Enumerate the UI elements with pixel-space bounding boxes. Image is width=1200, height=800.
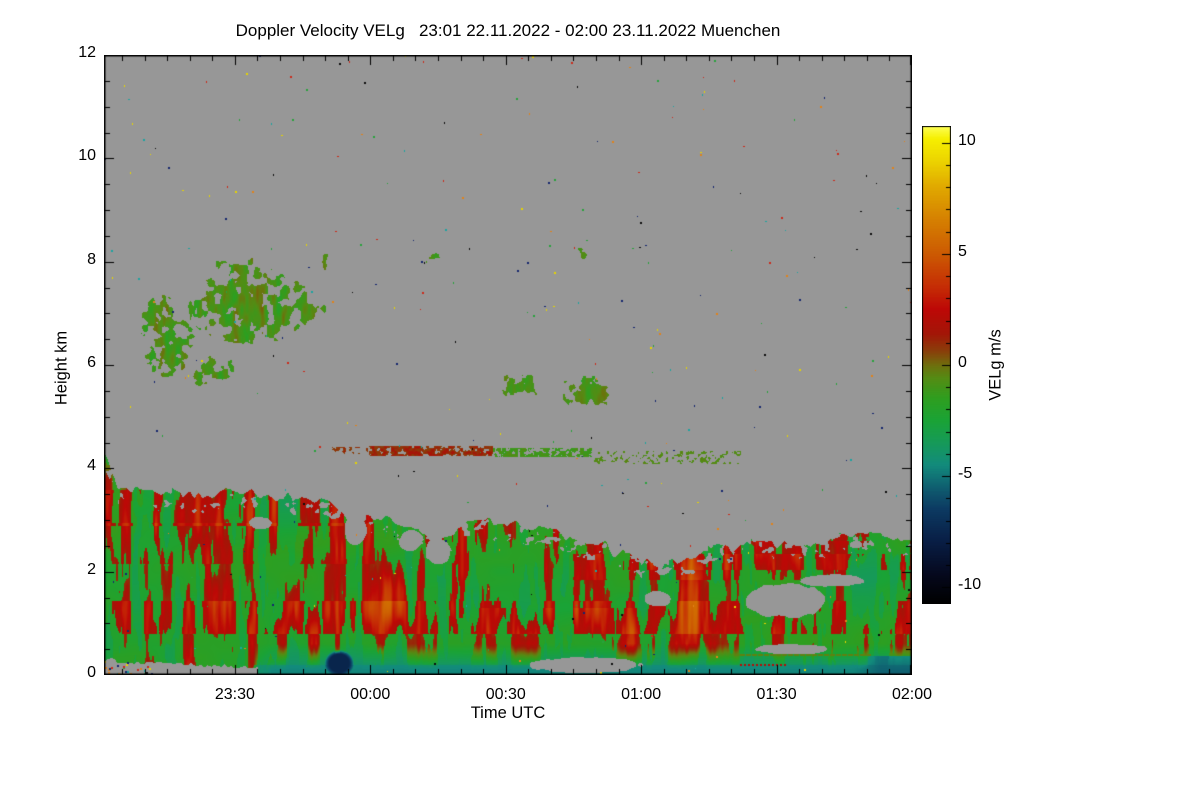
- colorbar-canvas: [922, 126, 951, 604]
- y-tick-label: 2: [87, 560, 96, 578]
- x-tick-label: 00:00: [350, 686, 391, 703]
- x-tick-label: 01:00: [621, 686, 662, 703]
- colorbar-tick-label: -10: [958, 576, 982, 594]
- colorbar-tick-label: 5: [958, 242, 967, 260]
- plot-title: Doppler Velocity VELg 23:01 22.11.2022 -…: [235, 21, 781, 40]
- y-tick-label: 8: [87, 250, 96, 268]
- y-tick-label: 0: [87, 664, 96, 681]
- y-tick-label: 4: [87, 457, 96, 475]
- colorbar-tick-label: 10: [958, 131, 976, 149]
- colorbar-tick-label: 0: [958, 354, 967, 371]
- x-tick-label: 02:00: [891, 686, 933, 703]
- x-axis-label: Time UTC: [470, 704, 546, 722]
- heatmap-canvas: [104, 55, 912, 675]
- x-tick-label: 23:30: [214, 686, 255, 703]
- colorbar-tick-label: -5: [958, 465, 973, 483]
- x-tick-label: 01:30: [756, 686, 797, 703]
- y-tick-label: 10: [78, 147, 96, 165]
- y-tick-label: 12: [78, 44, 96, 61]
- y-tick-label: 6: [87, 354, 96, 371]
- x-tick-label: 00:30: [485, 686, 526, 703]
